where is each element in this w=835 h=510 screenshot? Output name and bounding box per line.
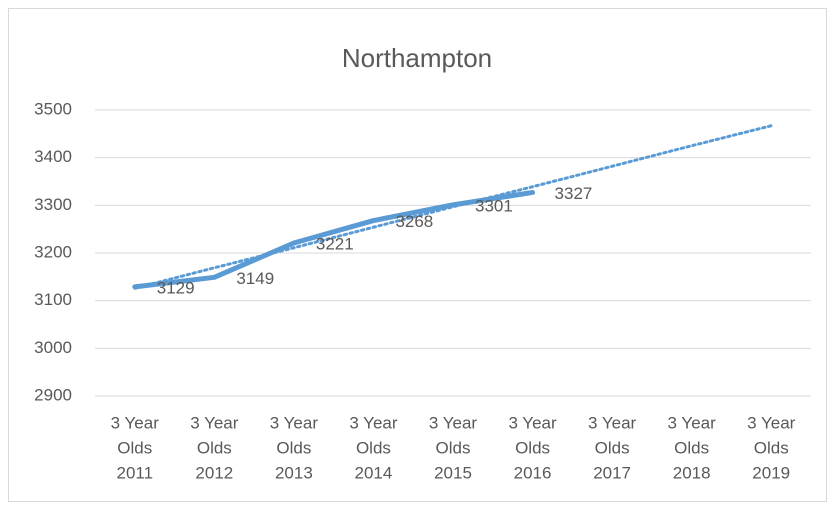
x-tick-label: 3 Year <box>747 413 796 432</box>
data-label: 3268 <box>395 212 433 231</box>
y-tick-label: 2900 <box>34 385 72 404</box>
x-tick-label: 3 Year <box>349 413 398 432</box>
x-tick-label: 2013 <box>275 463 313 482</box>
y-tick-label: 3100 <box>34 290 72 309</box>
x-tick-label: 2017 <box>593 463 631 482</box>
data-label: 3327 <box>555 184 593 203</box>
trendline <box>133 124 773 290</box>
x-tick-label: 2012 <box>195 463 233 482</box>
x-tick-label: Olds <box>197 438 232 457</box>
y-tick-label: 3300 <box>34 195 72 214</box>
x-tick-label: Olds <box>436 438 471 457</box>
y-tick-label: 3000 <box>34 338 72 357</box>
x-tick-label: 3 Year <box>111 413 160 432</box>
data-label: 3149 <box>236 269 274 288</box>
x-tick-label: 2016 <box>514 463 552 482</box>
x-tick-label: 2011 <box>116 463 153 482</box>
x-tick-label: Olds <box>515 438 550 457</box>
x-tick-label: 3 Year <box>429 413 478 432</box>
data-label: 3301 <box>475 196 513 215</box>
y-tick-label: 3200 <box>34 242 72 261</box>
x-tick-label: 2014 <box>355 463 393 482</box>
x-tick-label: 2019 <box>752 463 790 482</box>
y-tick-label: 3400 <box>34 147 72 166</box>
chart-title: Northampton <box>342 43 492 73</box>
x-tick-label: 3 Year <box>668 413 717 432</box>
x-tick-label: 3 Year <box>270 413 319 432</box>
x-tick-label: 2018 <box>673 463 711 482</box>
x-tick-label: 2015 <box>434 463 472 482</box>
data-label: 3221 <box>316 234 354 253</box>
x-tick-label: Olds <box>595 438 630 457</box>
x-tick-label: 3 Year <box>190 413 239 432</box>
x-tick-label: Olds <box>674 438 709 457</box>
x-tick-label: Olds <box>276 438 311 457</box>
x-tick-label: Olds <box>356 438 391 457</box>
chart-border <box>8 8 827 502</box>
x-tick-label: 3 Year <box>588 413 637 432</box>
x-tick-label: Olds <box>117 438 152 457</box>
x-tick-label: Olds <box>754 438 789 457</box>
y-tick-label: 3500 <box>34 99 72 118</box>
x-tick-label: 3 Year <box>508 413 557 432</box>
data-label: 3129 <box>157 278 195 297</box>
